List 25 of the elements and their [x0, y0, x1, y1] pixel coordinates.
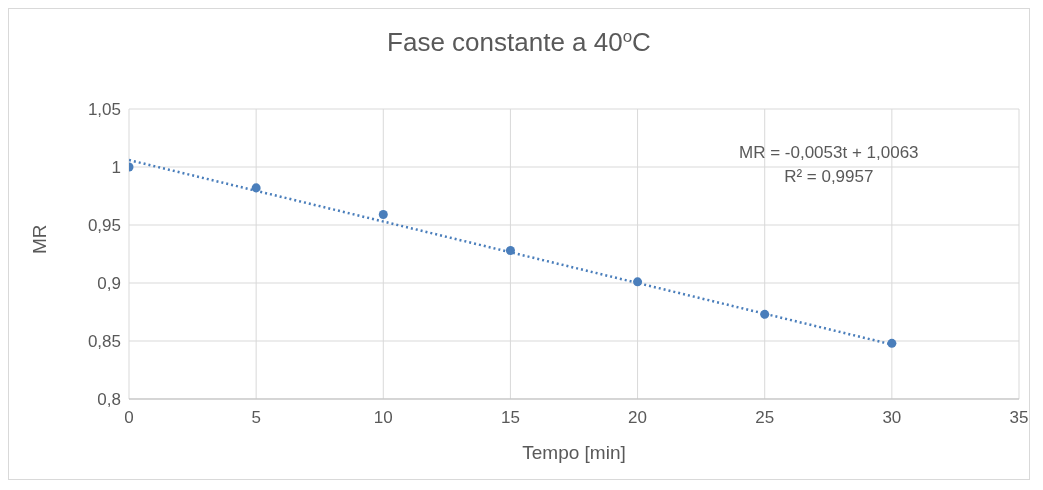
x-tick-label: 10: [373, 408, 393, 427]
y-tick-label: 1: [111, 158, 121, 178]
x-tick-label: 0: [124, 408, 134, 427]
point: [251, 183, 261, 193]
y-tick-label: 0,95: [87, 216, 121, 236]
point: [887, 338, 897, 348]
point: [633, 277, 643, 287]
annotation: R² = 0,9957: [783, 166, 875, 188]
y-tick-label: 1,05: [87, 100, 121, 120]
annotation: MR = -0,0053t + 1,0063: [739, 142, 919, 164]
x-tick-label: 30: [882, 408, 902, 427]
x-tick-label: 25: [755, 408, 775, 427]
y-axis-title: MR: [28, 224, 50, 254]
x-tick-label: 35: [1009, 408, 1029, 427]
chart-title: Fase constante a 40$^{o}$C: [387, 26, 651, 57]
point: [760, 309, 770, 319]
point: [505, 246, 515, 256]
x-tick-label: 20: [628, 408, 648, 427]
y-tick-label: 0,8: [97, 390, 121, 410]
point: [378, 210, 388, 220]
y-tick-label: 0,85: [87, 332, 121, 352]
y-tick-label: 0,9: [97, 274, 121, 294]
x-tick-label: 15: [500, 408, 520, 427]
x-tick-label: 5: [251, 408, 261, 427]
x-axis-title: Tempo [min]: [522, 442, 626, 463]
